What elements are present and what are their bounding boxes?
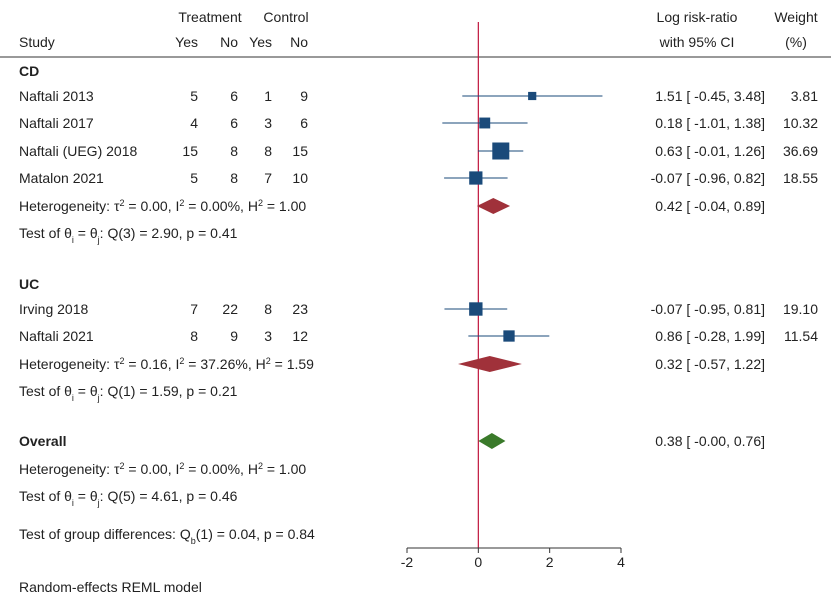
overall-label: Overall <box>19 433 66 449</box>
overall-diamond <box>478 433 506 449</box>
header-effect-ci: with 95% CI <box>659 34 735 50</box>
study-marker <box>479 117 491 129</box>
treatment-yes-value: 4 <box>190 115 198 131</box>
x-tick-label: 4 <box>617 554 625 570</box>
study-weight-text: 19.10 <box>783 301 818 317</box>
study-ci-text: -0.07 [ -0.96, 0.82] <box>651 170 765 186</box>
treatment-no-value: 6 <box>230 88 238 104</box>
x-tick-label: 2 <box>546 554 554 570</box>
study-weight-text: 3.81 <box>791 88 818 104</box>
control-no-value: 10 <box>292 170 308 186</box>
study-weight-text: 11.54 <box>784 328 818 344</box>
header-effect: Log risk-ratio <box>657 9 738 25</box>
header-control-yes: Yes <box>249 34 272 50</box>
control-yes-value: 1 <box>264 88 272 104</box>
study-marker <box>469 171 483 185</box>
treatment-yes-value: 5 <box>190 88 198 104</box>
summary-ci-text-cd: 0.42 [ -0.04, 0.89] <box>655 198 765 214</box>
control-yes-value: 8 <box>264 301 272 317</box>
study-label: Naftali 2017 <box>19 115 94 131</box>
study-marker <box>492 142 510 160</box>
x-tick-label: -2 <box>401 554 414 570</box>
study-ci-text: 1.51 [ -0.45, 3.48] <box>655 88 765 104</box>
study-ci-text: 0.18 [ -1.01, 1.38] <box>655 115 765 131</box>
test-uc: Test of θi = θj: Q(1) = 1.59, p = 0.21 <box>19 383 238 403</box>
header-weight: Weight <box>774 9 817 25</box>
header-treatment-yes: Yes <box>175 34 198 50</box>
header-treatment: Treatment <box>178 9 241 25</box>
heterogeneity-cd: Heterogeneity: τ2 = 0.00, I2 = 0.00%, H2… <box>19 198 306 214</box>
study-weight-text: 18.55 <box>783 170 818 186</box>
control-no-value: 15 <box>292 143 308 159</box>
x-tick-label: 0 <box>474 554 482 570</box>
control-yes-value: 3 <box>264 115 272 131</box>
group-label-uc: UC <box>19 276 39 292</box>
treatment-no-value: 22 <box>222 301 238 317</box>
study-label: Naftali (UEG) 2018 <box>19 143 137 159</box>
treatment-no-value: 6 <box>230 115 238 131</box>
study-ci-text: 0.63 [ -0.01, 1.26] <box>655 143 765 159</box>
treatment-yes-value: 5 <box>190 170 198 186</box>
test-cd: Test of θi = θj: Q(3) = 2.90, p = 0.41 <box>19 225 238 245</box>
control-yes-value: 7 <box>264 170 272 186</box>
header-study: Study <box>19 34 55 50</box>
summary-diamond-uc <box>458 356 522 372</box>
overall-test: Test of θi = θj: Q(5) = 4.61, p = 0.46 <box>19 488 238 508</box>
study-marker <box>528 91 537 101</box>
study-marker <box>503 330 515 342</box>
overall-heterogeneity: Heterogeneity: τ2 = 0.00, I2 = 0.00%, H2… <box>19 461 306 477</box>
group-label-cd: CD <box>19 63 39 79</box>
treatment-yes-value: 8 <box>190 328 198 344</box>
test-group-differences: Test of group differences: Qb(1) = 0.04,… <box>19 526 315 546</box>
study-label: Naftali 2013 <box>19 88 94 104</box>
header-control-no: No <box>290 34 308 50</box>
overall-ci-text: 0.38 [ -0.00, 0.76] <box>655 433 765 449</box>
study-ci-text: -0.07 [ -0.95, 0.81] <box>651 301 765 317</box>
control-no-value: 6 <box>300 115 308 131</box>
study-ci-text: 0.86 [ -0.28, 1.99] <box>655 328 765 344</box>
control-no-value: 9 <box>300 88 308 104</box>
header-treatment-no: No <box>220 34 238 50</box>
treatment-no-value: 8 <box>230 143 238 159</box>
footer-model-note: Random-effects REML model <box>19 579 202 595</box>
treatment-no-value: 9 <box>230 328 238 344</box>
control-yes-value: 8 <box>264 143 272 159</box>
summary-diamond-cd <box>476 198 511 214</box>
study-label: Irving 2018 <box>19 301 88 317</box>
study-label: Matalon 2021 <box>19 170 104 186</box>
study-label: Naftali 2021 <box>19 328 94 344</box>
treatment-yes-value: 7 <box>190 301 198 317</box>
header-weight-unit: (%) <box>785 34 807 50</box>
control-no-value: 23 <box>292 301 308 317</box>
control-yes-value: 3 <box>264 328 272 344</box>
treatment-yes-value: 15 <box>182 143 198 159</box>
heterogeneity-uc: Heterogeneity: τ2 = 0.16, I2 = 37.26%, H… <box>19 356 314 372</box>
study-marker <box>469 302 483 316</box>
treatment-no-value: 8 <box>230 170 238 186</box>
header-control: Control <box>263 9 308 25</box>
control-no-value: 12 <box>292 328 308 344</box>
summary-ci-text-uc: 0.32 [ -0.57, 1.22] <box>655 356 765 372</box>
study-weight-text: 36.69 <box>783 143 818 159</box>
study-weight-text: 10.32 <box>783 115 818 131</box>
